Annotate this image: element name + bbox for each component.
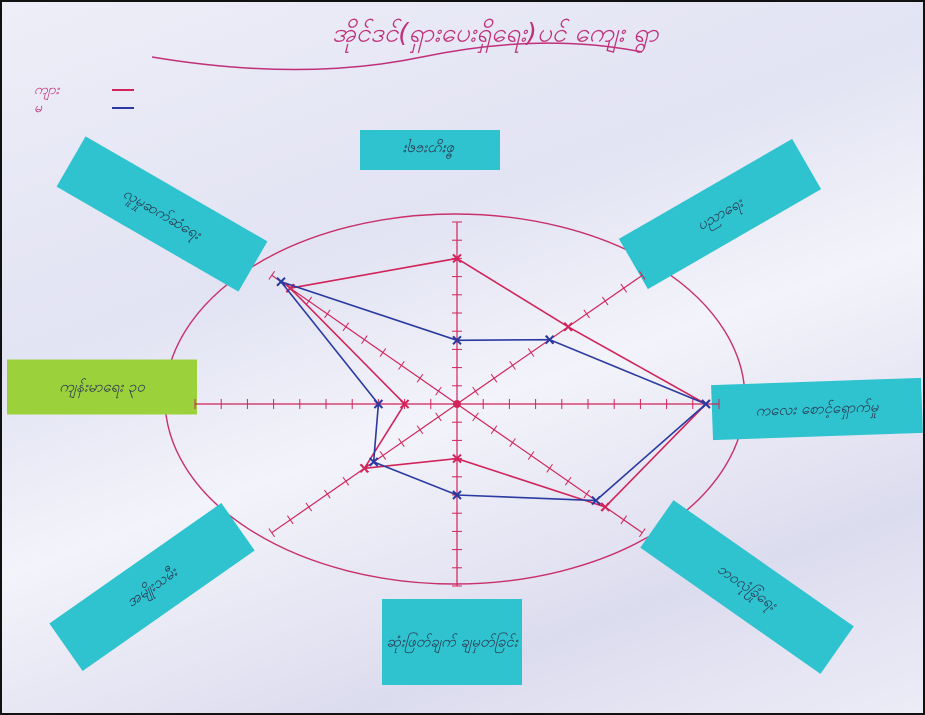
tick-mark	[287, 515, 294, 525]
category-card: စီးပွားရေး	[360, 130, 500, 170]
data-point	[452, 490, 462, 500]
tick-mark	[342, 476, 350, 486]
tick-mark	[361, 335, 368, 345]
card	[49, 503, 255, 671]
tick-mark	[546, 463, 553, 473]
tick-mark	[379, 451, 387, 460]
legend-label: မ	[34, 100, 43, 116]
tick-mark	[268, 528, 276, 538]
data-point	[600, 502, 610, 512]
tick-mark	[398, 438, 405, 447]
card	[618, 138, 822, 290]
data-point	[544, 334, 555, 345]
underline	[151, 42, 643, 71]
tick-mark	[527, 348, 535, 357]
tick-mark	[305, 502, 313, 512]
tick-mark	[490, 425, 498, 435]
tick-mark	[620, 283, 627, 293]
category-card: ကျန်းမာရေး ၃၀	[7, 359, 197, 415]
center-dot	[453, 400, 461, 408]
tick-mark	[435, 386, 442, 396]
tick-mark	[268, 270, 276, 280]
tick-mark	[324, 489, 331, 499]
category-card: လူမှုဆက်ဆံရေး	[56, 136, 268, 292]
data-point	[563, 322, 573, 332]
category-card: ဘဝလုံခြုံရေး	[640, 500, 854, 674]
category-label: ဆုံးဖြတ်ချက် ချမှတ်ခြင်း	[386, 633, 519, 654]
card	[360, 130, 500, 170]
tick-mark	[620, 515, 627, 525]
card	[711, 377, 923, 441]
card	[7, 359, 197, 415]
tick-mark	[601, 296, 609, 306]
data-point	[373, 399, 384, 409]
category-card: ဆုံးဖြတ်ချက် ချမှတ်ခြင်း	[382, 599, 522, 685]
card	[382, 599, 522, 685]
category-card: ကလေး စောင့်ရှောက်မှု	[711, 377, 923, 441]
card	[56, 136, 268, 292]
tick-mark	[638, 528, 646, 538]
category-label: ကျန်းမာရေး ၃၀	[59, 378, 145, 399]
data-point	[701, 399, 711, 409]
data-point	[452, 453, 462, 464]
data-point	[452, 253, 462, 264]
tick-mark	[305, 296, 313, 306]
data-point	[399, 399, 410, 409]
title: အိုင်ဒင်(ရှားပေးရှိရေး)ပင် ကျေး ရွာ	[332, 19, 660, 54]
tick-mark	[416, 425, 424, 435]
tick-mark	[472, 386, 479, 396]
tick-mark	[435, 412, 442, 422]
tick-mark	[490, 373, 498, 383]
tick-mark	[509, 438, 516, 447]
tick-mark	[583, 309, 590, 319]
data-point	[591, 495, 601, 506]
tick-mark	[638, 270, 646, 280]
tick-mark	[509, 361, 516, 370]
data-point	[359, 463, 370, 474]
data-point	[276, 277, 286, 287]
tick-mark	[342, 322, 350, 332]
card	[640, 500, 854, 674]
tick-mark	[472, 412, 479, 422]
data-point	[368, 457, 379, 467]
tick-mark	[379, 348, 387, 357]
tick-mark	[416, 373, 424, 383]
category-label: စီးပွားရေး	[403, 139, 456, 160]
category-card: ပညာရေး	[618, 138, 822, 290]
legend-label: ကျား	[34, 82, 61, 101]
tick-mark	[398, 361, 405, 370]
data-point	[452, 335, 462, 346]
tick-mark	[527, 451, 535, 460]
tick-mark	[564, 476, 572, 486]
tick-mark	[583, 489, 590, 499]
series-line	[278, 280, 708, 502]
series-line	[288, 257, 708, 508]
category-card: အမျိုးသမီး	[49, 503, 255, 671]
tick-mark	[324, 309, 331, 319]
